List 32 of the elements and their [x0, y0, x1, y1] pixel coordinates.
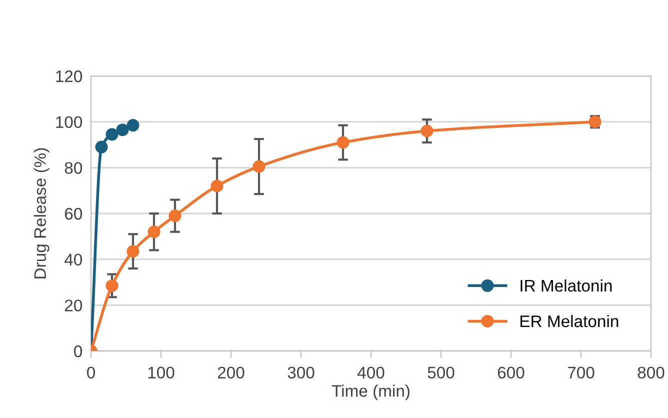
point — [126, 119, 140, 132]
point — [336, 136, 350, 149]
x-tick-label: 500 — [428, 366, 454, 379]
y-tick-label: 120 — [56, 70, 82, 82]
y-tick-label: 100 — [56, 116, 82, 128]
point — [210, 180, 224, 192]
point — [420, 124, 434, 138]
x-tick-label: 0 — [87, 366, 95, 379]
point — [168, 210, 182, 222]
y-tick-label: 80 — [64, 162, 82, 174]
point — [116, 124, 129, 136]
point — [106, 128, 118, 141]
x-tick-label: 600 — [498, 366, 524, 379]
x-tick-label: 300 — [288, 366, 314, 379]
x-tick-label: 800 — [638, 366, 664, 379]
y-tick-label: 20 — [64, 300, 82, 312]
x-tick-label: 700 — [568, 366, 594, 379]
legend-label: ER Melatonin — [520, 314, 618, 328]
x-axis-title: Time (min) — [332, 384, 410, 400]
x-tick-label: 100 — [148, 366, 174, 379]
x-tick-label: 400 — [357, 366, 384, 379]
point — [106, 279, 118, 292]
y-tick-label: 60 — [64, 208, 82, 220]
point — [148, 226, 160, 238]
y-tick-label: 40 — [64, 254, 82, 266]
point — [126, 245, 140, 258]
point — [95, 140, 108, 154]
y-tick-label: 0 — [74, 345, 82, 358]
x-tick-label: 200 — [218, 366, 244, 379]
y-axis-title: Drug Release (%) — [34, 148, 50, 278]
legend-label: IR Melatonin — [520, 279, 612, 292]
point — [252, 160, 266, 173]
